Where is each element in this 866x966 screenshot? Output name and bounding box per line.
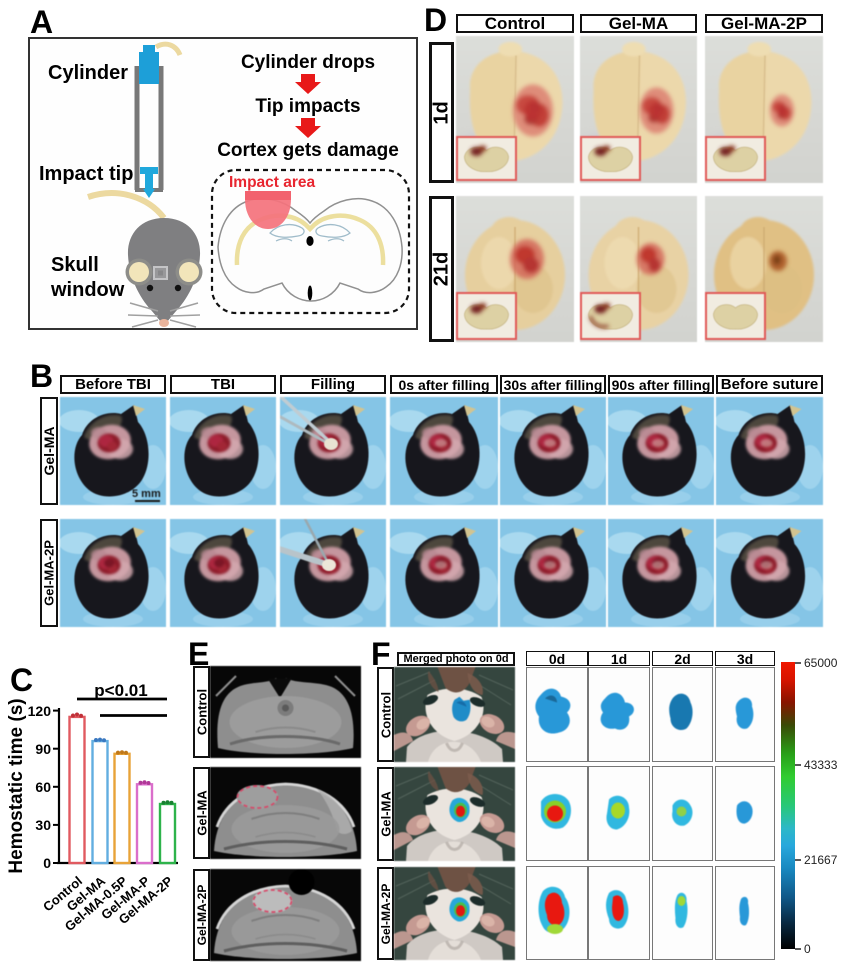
svg-text:Impact tip: Impact tip — [39, 163, 133, 185]
svg-text:Cylinder: Cylinder — [48, 62, 128, 84]
svg-text:Skull: Skull — [51, 254, 99, 276]
svg-text:43333: 43333 — [804, 758, 838, 772]
svg-text:Cylinder drops: Cylinder drops — [241, 52, 375, 73]
svg-text:30: 30 — [35, 817, 51, 833]
svg-text:0: 0 — [43, 855, 51, 871]
svg-text:90: 90 — [35, 741, 51, 757]
svg-text:65000: 65000 — [804, 656, 838, 670]
svg-text:Hemostatic time (s): Hemostatic time (s) — [6, 698, 27, 873]
svg-text:Tip impacts: Tip impacts — [255, 96, 360, 117]
svg-text:0: 0 — [804, 942, 811, 956]
svg-text:21667: 21667 — [804, 853, 838, 867]
svg-text:window: window — [50, 279, 125, 301]
svg-text:60: 60 — [35, 779, 51, 795]
svg-text:5 mm: 5 mm — [132, 488, 161, 500]
svg-text:p<0.01: p<0.01 — [94, 681, 147, 700]
svg-text:Impact area: Impact area — [229, 174, 316, 191]
svg-text:Cortex gets damage: Cortex gets damage — [217, 140, 399, 161]
svg-text:120: 120 — [28, 703, 52, 719]
